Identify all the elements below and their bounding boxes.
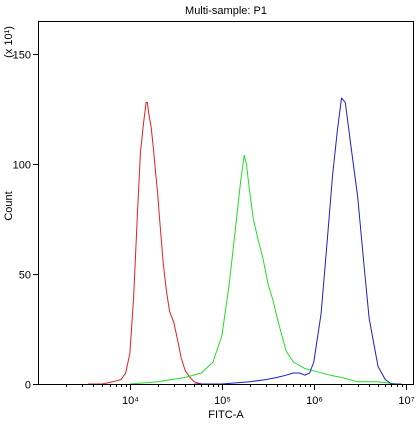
x-tick-label: 10⁷ xyxy=(398,395,414,407)
y-axis-unit: (x 10¹) xyxy=(3,26,15,58)
plot-frame xyxy=(38,21,414,385)
y-tick-label: 50 xyxy=(19,270,31,282)
x-axis-label: FITC-A xyxy=(208,409,244,421)
y-axis-label: Count xyxy=(3,191,15,220)
series-line-2 xyxy=(129,154,397,385)
y-tick-label: 100 xyxy=(13,160,31,172)
y-tick-label: 150 xyxy=(13,50,31,62)
chart-title: Multi-sample: P1 xyxy=(185,5,267,17)
x-tick-label: 10⁶ xyxy=(306,395,323,407)
y-tick-label: 0 xyxy=(25,380,31,392)
series-line-3 xyxy=(194,97,402,385)
x-tick-label: 10⁵ xyxy=(214,395,231,407)
x-tick-label: 10⁴ xyxy=(122,395,139,407)
series-line-1 xyxy=(88,101,208,385)
